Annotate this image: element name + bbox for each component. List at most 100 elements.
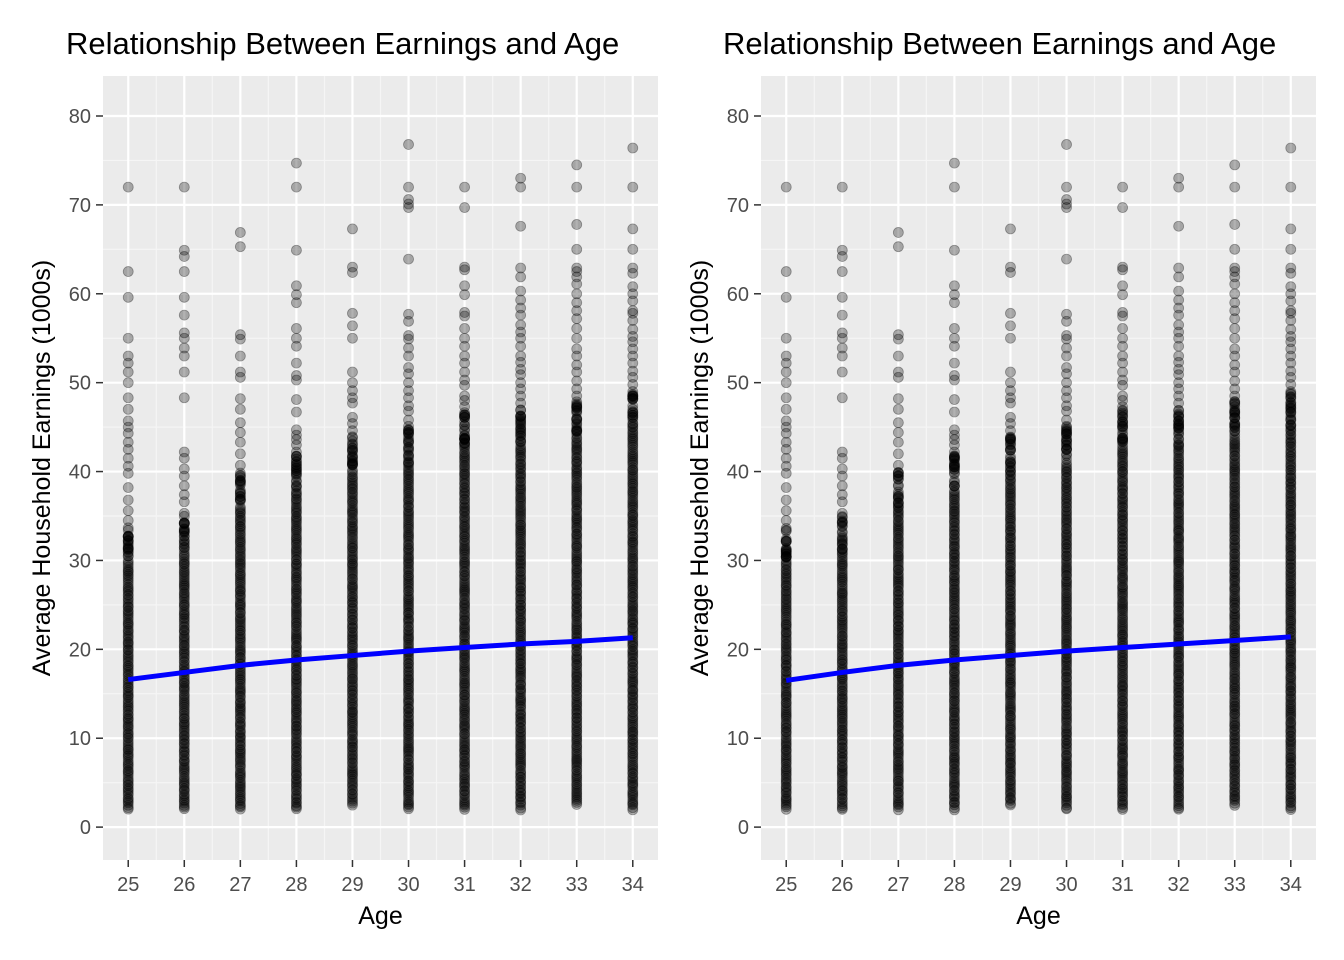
data-point [122, 759, 134, 770]
data-point [122, 760, 134, 772]
data-point [178, 309, 190, 321]
data-point [122, 766, 134, 778]
data-point [178, 719, 190, 731]
data-point [122, 350, 134, 362]
data-point [122, 569, 134, 580]
data-point [234, 555, 246, 567]
data-point [347, 766, 358, 778]
data-point [291, 515, 302, 527]
data-point [291, 504, 302, 516]
data-point [122, 619, 134, 631]
data-point [291, 520, 302, 532]
data-point [122, 749, 134, 761]
data-point [1005, 307, 1016, 319]
data-point [234, 780, 246, 792]
data-point [515, 181, 527, 193]
data-point [291, 461, 302, 472]
data-point [234, 575, 246, 586]
data-point [291, 737, 302, 749]
data-point [892, 417, 904, 429]
data-point [291, 490, 302, 502]
y-tick-label: 70 [727, 195, 749, 217]
data-point [291, 481, 302, 493]
data-point [234, 366, 246, 378]
data-point [836, 332, 848, 344]
data-point [178, 244, 190, 256]
data-point [234, 403, 246, 415]
data-point [122, 467, 134, 479]
data-point [291, 776, 302, 788]
data-point [1061, 181, 1072, 193]
data-point [234, 558, 246, 570]
data-point [234, 436, 246, 448]
data-point [178, 592, 190, 604]
data-point [347, 754, 358, 766]
data-point [234, 583, 246, 595]
data-point [178, 716, 190, 728]
data-point [291, 456, 302, 467]
data-point [178, 641, 190, 652]
data-point [178, 738, 190, 750]
data-point [122, 802, 134, 814]
data-point [347, 793, 358, 805]
data-point [122, 662, 134, 674]
data-point [234, 371, 246, 383]
data-point [122, 720, 134, 731]
data-point [291, 496, 302, 508]
data-point [291, 480, 302, 491]
data-point [122, 332, 134, 344]
data-point [1285, 142, 1297, 154]
data-point [178, 712, 190, 724]
data-point [780, 515, 792, 526]
data-point [291, 702, 302, 714]
data-point [122, 616, 134, 628]
data-point [122, 785, 134, 797]
data-point [178, 446, 190, 458]
data-point [178, 700, 190, 711]
data-point [122, 639, 134, 650]
data-point [122, 421, 134, 433]
data-point [178, 635, 190, 647]
data-point [234, 562, 246, 574]
data-point [234, 767, 246, 779]
data-point [178, 677, 190, 688]
data-point [234, 695, 246, 706]
data-point [178, 647, 190, 658]
data-point [122, 739, 134, 751]
x-tick-label: 30 [1055, 874, 1077, 896]
data-point [627, 295, 639, 307]
data-point [291, 463, 302, 475]
y-tick-label: 0 [80, 817, 91, 839]
data-point [234, 640, 246, 651]
data-point [122, 531, 134, 542]
y-tick-label: 80 [727, 106, 749, 128]
data-point [178, 713, 190, 725]
data-point [178, 525, 190, 537]
data-point [291, 700, 302, 711]
data-point [122, 750, 134, 762]
data-point [234, 801, 246, 813]
data-point [178, 630, 190, 642]
data-point [234, 521, 246, 533]
data-point [291, 539, 302, 551]
data-point [515, 309, 527, 321]
data-point [234, 698, 246, 709]
data-point [291, 522, 302, 534]
data-point [234, 775, 246, 786]
data-point [122, 566, 134, 578]
data-point [291, 532, 302, 544]
data-point [178, 692, 190, 704]
data-point [291, 535, 302, 547]
data-point [780, 377, 792, 389]
data-point [291, 612, 302, 623]
x-tick-label: 31 [1111, 874, 1133, 896]
data-point [122, 731, 134, 743]
data-point [291, 788, 302, 800]
data-point [234, 484, 246, 496]
data-point [122, 631, 134, 643]
data-point [291, 512, 302, 524]
data-point [178, 688, 190, 700]
data-point [291, 610, 302, 622]
data-point [291, 686, 302, 698]
data-point [178, 749, 190, 761]
